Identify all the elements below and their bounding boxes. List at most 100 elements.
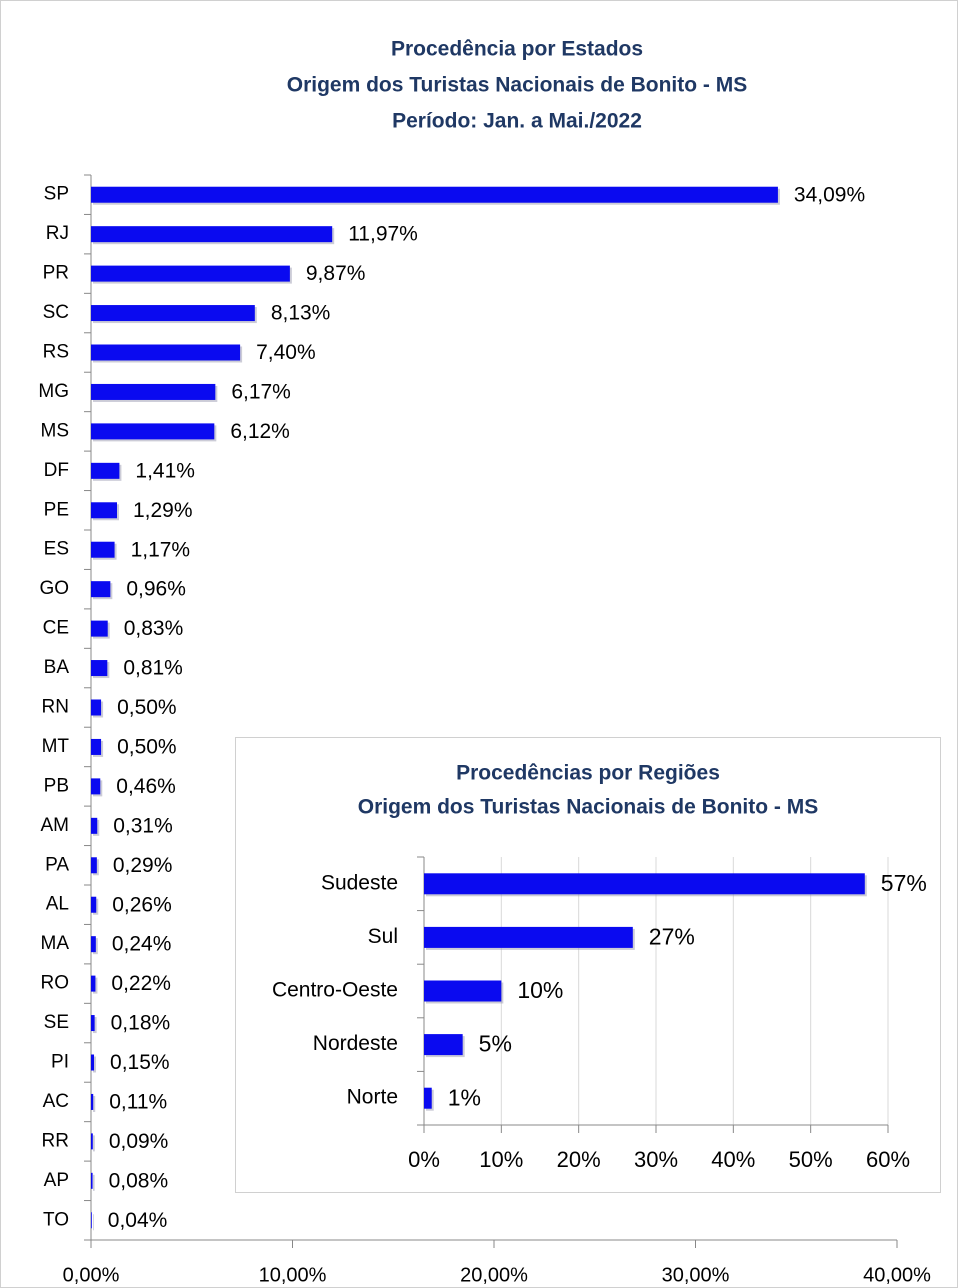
- y-tick-label: AC: [43, 1091, 69, 1112]
- bar: [91, 186, 778, 203]
- y-tick-label: RN: [42, 697, 69, 718]
- y-tick-label: ES: [44, 539, 69, 560]
- bar: [91, 265, 290, 282]
- x-tick-label: 20,00%: [460, 1264, 528, 1286]
- bar: [424, 1034, 463, 1056]
- shadow: [93, 1095, 96, 1112]
- y-tick-label: SP: [44, 184, 69, 205]
- data-label: 0,26%: [112, 893, 172, 916]
- bar: [91, 1015, 95, 1032]
- bar: [424, 1087, 432, 1109]
- inset-border: [235, 737, 941, 1193]
- states-chart: Procedência por Estados Origem dos Turist…: [38, 38, 931, 1287]
- data-label: 0,50%: [117, 735, 177, 758]
- data-label: 0,96%: [126, 578, 186, 601]
- y-tick-label: SE: [44, 1012, 69, 1033]
- data-label: 27%: [649, 923, 695, 949]
- x-tick-label: 20%: [557, 1147, 601, 1172]
- data-label: 1,41%: [135, 459, 195, 482]
- bar: [91, 502, 117, 519]
- data-label: 1,29%: [133, 499, 193, 522]
- y-tick-label: Norte: [347, 1086, 398, 1109]
- y-tick-label: RS: [43, 342, 69, 363]
- x-tick-label: 10%: [479, 1147, 523, 1172]
- bar: [91, 1172, 93, 1189]
- data-label: 1%: [448, 1084, 481, 1110]
- chart-title: Procedências por Regiões: [456, 762, 720, 785]
- data-label: 0,50%: [117, 696, 177, 719]
- y-tick-label: PE: [44, 499, 69, 520]
- chart-title: Origem dos Turistas Nacionais de Bonito …: [358, 796, 819, 819]
- x-tick-label: 60%: [866, 1147, 910, 1172]
- x-tick-label: 40%: [711, 1147, 755, 1172]
- y-tick-label: AL: [46, 894, 69, 915]
- y-tick-label: MT: [42, 736, 70, 757]
- bar: [91, 423, 215, 440]
- x-tick-label: 50%: [789, 1147, 833, 1172]
- y-tick-label: CE: [43, 618, 69, 639]
- shadow: [93, 1135, 95, 1152]
- bar: [91, 541, 115, 558]
- y-tick-label: Centro-Oeste: [272, 979, 398, 1002]
- data-label: 10%: [517, 977, 563, 1003]
- y-tick-label: SC: [43, 302, 69, 323]
- data-label: 7,40%: [256, 341, 316, 364]
- data-label: 0,11%: [109, 1090, 167, 1113]
- data-label: 0,29%: [113, 854, 173, 877]
- data-label: 6,12%: [230, 420, 290, 443]
- data-label: 34,09%: [794, 183, 865, 206]
- bar: [91, 462, 120, 479]
- data-label: 9,87%: [306, 262, 366, 285]
- y-tick-label: PR: [43, 263, 69, 284]
- bar: [91, 660, 108, 677]
- x-tick-label: 10,00%: [259, 1264, 327, 1286]
- data-label: 0,15%: [110, 1051, 170, 1074]
- bar: [91, 1093, 94, 1110]
- bar: [91, 226, 333, 243]
- data-label: 0,08%: [109, 1169, 169, 1192]
- y-tick-label: DF: [44, 460, 69, 481]
- bar: [91, 581, 111, 598]
- y-tick-label: MA: [41, 933, 70, 954]
- chart-title: Procedência por Estados: [391, 38, 643, 61]
- x-tick-label: 30%: [634, 1147, 678, 1172]
- bar: [91, 936, 96, 953]
- y-tick-label: Nordeste: [313, 1032, 398, 1055]
- y-tick-label: MG: [38, 381, 69, 402]
- chart-title: Origem dos Turistas Nacionais de Bonito …: [287, 74, 748, 97]
- bar: [91, 1054, 95, 1071]
- y-tick-label: MS: [41, 420, 70, 441]
- bar: [91, 817, 98, 834]
- y-tick-label: AP: [44, 1170, 69, 1191]
- bar: [424, 980, 502, 1002]
- x-tick-label: 0,00%: [63, 1264, 120, 1286]
- bar: [91, 344, 241, 361]
- shadow: [93, 1214, 94, 1231]
- data-label: 0,24%: [112, 933, 172, 956]
- data-label: 0,46%: [116, 775, 176, 798]
- bar: [91, 699, 102, 716]
- shadow: [93, 1017, 97, 1034]
- data-label: 5%: [479, 1031, 512, 1057]
- data-label: 57%: [881, 870, 927, 896]
- y-tick-label: AM: [41, 815, 70, 836]
- y-tick-label: RJ: [46, 223, 69, 244]
- bar: [91, 305, 255, 322]
- x-tick-label: 40,00%: [863, 1264, 931, 1286]
- shadow: [93, 1174, 95, 1191]
- bar: [91, 857, 97, 874]
- y-tick-label: PB: [44, 775, 69, 796]
- data-label: 0,81%: [123, 657, 183, 680]
- bar: [424, 926, 633, 948]
- bar: [91, 383, 216, 400]
- y-tick-label: Sul: [368, 925, 398, 948]
- bar: [91, 1133, 93, 1150]
- y-tick-label: Sudeste: [321, 871, 398, 894]
- bar: [91, 620, 108, 637]
- bar: [91, 1212, 92, 1229]
- data-label: 8,13%: [271, 302, 331, 325]
- data-label: 0,04%: [108, 1209, 168, 1232]
- data-label: 1,17%: [131, 538, 191, 561]
- bar: [91, 975, 96, 992]
- shadow: [93, 1056, 97, 1073]
